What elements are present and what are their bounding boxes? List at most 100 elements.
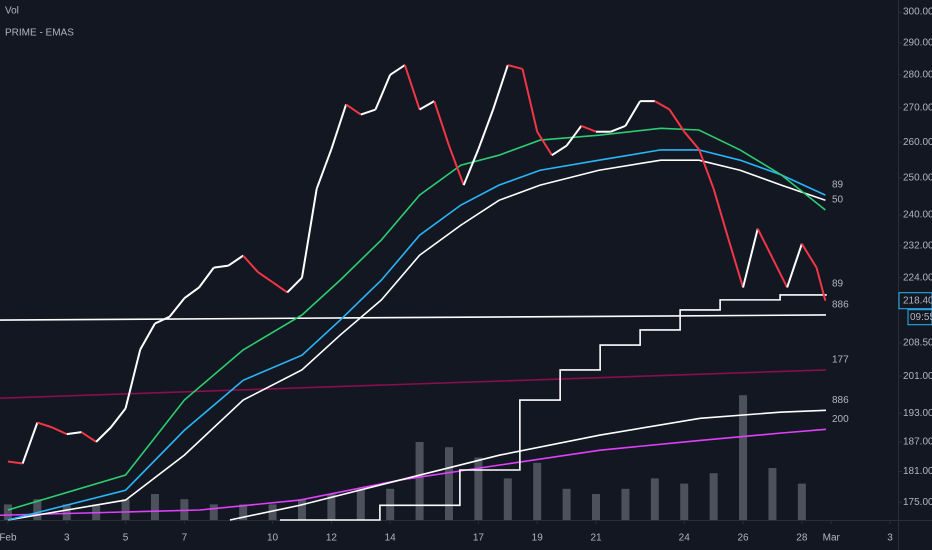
- volume-bar: [680, 483, 689, 520]
- volume-bar: [562, 488, 571, 520]
- y-tick-label: 224.00: [903, 272, 932, 283]
- x-tick-label: 3: [887, 533, 893, 544]
- price-segment: [521, 68, 539, 132]
- volume-bar: [797, 483, 806, 520]
- price-segment: [654, 100, 671, 111]
- series-end-label: 50: [832, 195, 844, 206]
- y-tick-label: 187.00: [903, 436, 932, 447]
- volume-bar: [297, 499, 306, 520]
- series-end-label: 89: [832, 180, 844, 191]
- volume-bar: [650, 478, 659, 520]
- volume-bar: [62, 504, 71, 520]
- price-segment: [124, 349, 142, 409]
- x-tick-label: 21: [590, 533, 602, 544]
- y-tick-label: 240.00: [903, 210, 932, 221]
- countdown-box: [907, 309, 932, 326]
- ema-line: [7, 159, 826, 521]
- price-segment: [168, 297, 186, 318]
- price-segment: [786, 243, 803, 288]
- volume-bar: [503, 478, 512, 520]
- price-segment: [183, 286, 200, 300]
- price-segment: [536, 131, 553, 156]
- volume-bar: [356, 488, 365, 520]
- volume-bar: [33, 499, 42, 520]
- ema-line: [0, 314, 826, 321]
- y-tick-label: 232.00: [903, 240, 932, 251]
- price-segment: [242, 254, 259, 273]
- price-segment: [477, 109, 495, 150]
- price-segment: [374, 74, 392, 110]
- series-end-label: 886: [832, 300, 849, 311]
- price-segment: [727, 238, 744, 288]
- price-segment: [697, 148, 715, 190]
- volume-bar: [209, 504, 218, 520]
- price-segment: [565, 125, 583, 147]
- x-tick-label: 12: [326, 533, 338, 544]
- price-segment: [110, 407, 127, 428]
- price-segment: [403, 64, 421, 110]
- x-tick-label: 7: [182, 533, 188, 544]
- x-tick-label: Feb: [0, 533, 17, 544]
- x-tick-label: 17: [473, 533, 485, 544]
- y-tick-label: 250.00: [903, 172, 932, 183]
- y-tick-label: 208.50: [903, 338, 932, 349]
- ema-line: [0, 369, 826, 399]
- price-segment: [462, 148, 480, 186]
- volume-bar: [327, 494, 336, 520]
- volume-bar: [3, 504, 12, 520]
- y-tick-label: 270.00: [903, 102, 932, 113]
- price-segment: [213, 264, 229, 269]
- y-tick-label: 280.00: [903, 69, 932, 80]
- price-segment: [80, 431, 97, 443]
- price-segment: [315, 148, 333, 190]
- volume-bar: [268, 504, 277, 520]
- volume-bar: [445, 447, 453, 520]
- price-tag-box: [898, 292, 932, 310]
- price-segment: [66, 431, 82, 436]
- x-tick-label: 26: [737, 533, 749, 544]
- series-end-label: 177: [832, 355, 849, 366]
- price-segment: [448, 145, 465, 186]
- volume-bar: [621, 488, 630, 520]
- price-segment: [668, 108, 686, 133]
- price-segment: [507, 64, 523, 70]
- series-end-label: 89: [832, 279, 844, 290]
- volume-bar: [150, 494, 159, 520]
- price-segment: [95, 426, 112, 443]
- ema-line: [7, 127, 826, 511]
- price-segment: [37, 421, 53, 429]
- price-segment: [7, 460, 23, 465]
- price-segment: [286, 276, 303, 294]
- x-tick-label: 14: [385, 533, 397, 544]
- volume-bar: [121, 499, 130, 520]
- ema-line: [7, 149, 826, 521]
- ema-line: [279, 294, 827, 521]
- y-tick-label: 181.00: [903, 466, 932, 477]
- price-segment: [51, 426, 68, 436]
- price-segment: [756, 228, 774, 259]
- volume-bar: [533, 462, 542, 520]
- x-tick-label: 19: [532, 533, 544, 544]
- price-segment: [21, 422, 39, 464]
- price-segment: [712, 188, 730, 240]
- x-tick-label: 24: [679, 533, 691, 544]
- price-segment: [683, 131, 700, 150]
- price-segment: [624, 100, 641, 127]
- x-tick-label: 3: [64, 533, 70, 544]
- volume-bar: [415, 442, 424, 520]
- volume-bar: [474, 457, 483, 520]
- price-segment: [610, 124, 626, 133]
- volume-bar: [768, 468, 777, 520]
- x-tick-label: 10: [267, 533, 279, 544]
- price-segment: [360, 108, 376, 116]
- y-tick-label: 201.00: [903, 371, 932, 382]
- price-segment: [389, 64, 406, 76]
- volume-bar: [709, 473, 718, 520]
- price-tag: 218.40: [903, 295, 932, 306]
- indicator-title: PRIME - EMAS: [5, 28, 74, 39]
- price-segment: [227, 254, 244, 267]
- x-tick-label: Mar: [823, 533, 841, 544]
- x-tick-label: 5: [123, 533, 129, 544]
